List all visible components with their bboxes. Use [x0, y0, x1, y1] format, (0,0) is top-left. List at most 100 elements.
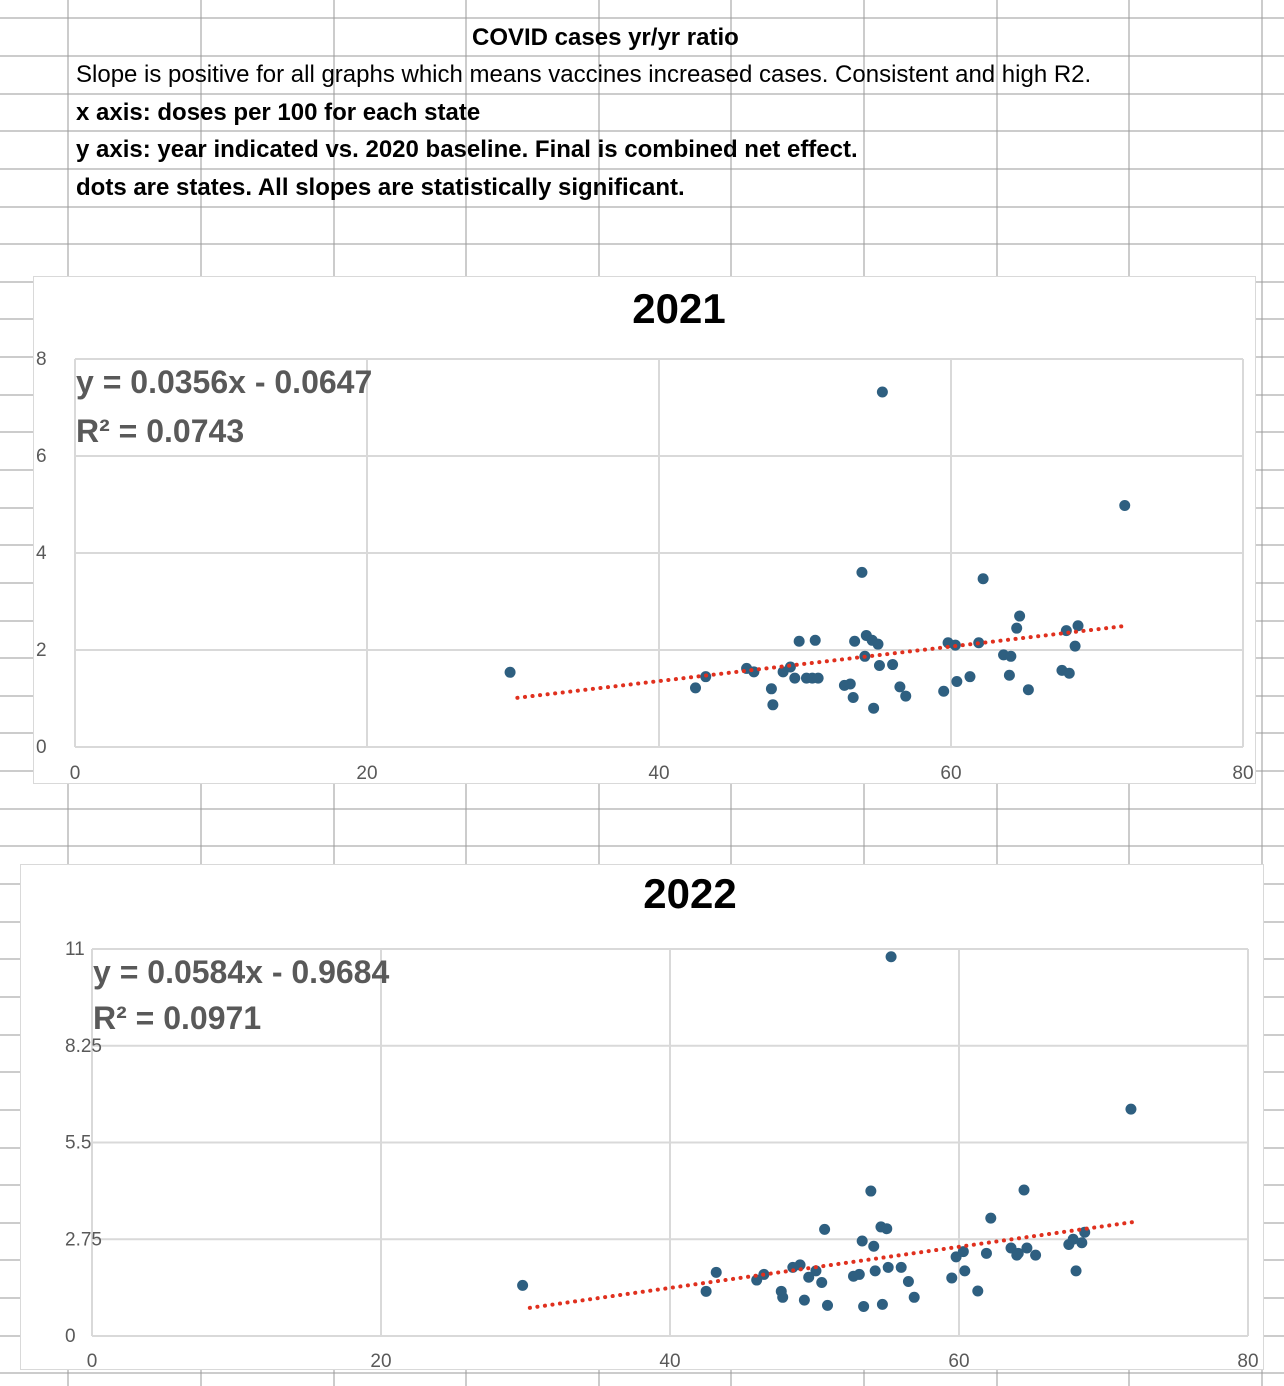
chart-2022-data-point: [980, 1247, 992, 1259]
chart-2021-data-point: [1003, 669, 1015, 681]
chart-2021-data-point: [1014, 610, 1026, 622]
chart-2021-y-tick-label: 0: [36, 737, 47, 758]
chart-2022-r-squared: R² = 0.0971: [93, 1000, 261, 1036]
chart-2022-data-point: [1030, 1249, 1042, 1261]
chart-2022-y-tick-label: 5.5: [65, 1133, 91, 1154]
chart-2022-data-point: [803, 1271, 815, 1283]
chart-2022-x-tick-label: 80: [1237, 1351, 1258, 1371]
chart-2021-data-point: [504, 666, 516, 678]
chart-2022-trendline-equation: y = 0.0584x - 0.9684: [93, 954, 389, 990]
chart-2022-y-tick-label: 8.25: [65, 1036, 102, 1057]
note-x-axis: x axis: doses per 100 for each state: [76, 99, 481, 126]
chart-2022-data-point: [869, 1265, 881, 1277]
chart-2021-plot: 2021 0 20 40 60 80 0 2 4 6 8 y = 0.0356x - 0.0647 R²…: [36, 285, 1254, 784]
chart-2022-data-point: [1070, 1265, 1082, 1277]
chart-2022-plot: 2022 0 20 40 60 80 0 2.75 5.5 8.25 11 y = 0.0584x -…: [65, 870, 1259, 1371]
chart-2021-trendline-equation: y = 0.0356x - 0.0647: [76, 364, 372, 400]
chart-2022-x-tick-label: 60: [948, 1351, 969, 1371]
chart-2021-data-point: [767, 699, 779, 711]
chart-2021-data-point: [894, 681, 906, 693]
chart-2022-data-point: [1125, 1103, 1137, 1115]
chart-2021-data-point: [809, 634, 821, 646]
sheet-title: COVID cases yr/yr ratio: [472, 24, 739, 51]
chart-2021-y-tick-label: 4: [36, 543, 47, 564]
chart-2022-data-point: [1018, 1184, 1030, 1196]
chart-2022-data-point: [865, 1185, 877, 1197]
chart-2021-r-squared: R² = 0.0743: [76, 413, 244, 449]
chart-2021-y-tick-label: 2: [36, 640, 47, 661]
chart-2021-data-point: [868, 702, 880, 714]
chart-2021-data-point: [876, 386, 888, 398]
chart-2022-title: 2022: [643, 870, 736, 917]
chart-2021-data-point: [872, 638, 884, 650]
chart-2022-data-point: [822, 1299, 834, 1311]
chart-2022-data-point: [1012, 1247, 1024, 1259]
chart-2021-data-point: [793, 635, 805, 647]
chart-2022-y-tick-label: 0: [65, 1326, 76, 1347]
chart-2021-data-point: [1022, 684, 1034, 696]
chart-2021-data-point: [887, 659, 899, 671]
chart-2022-data-point: [895, 1261, 907, 1273]
chart-2021-data-point: [1069, 640, 1081, 652]
chart-2021-data-point: [1063, 667, 1075, 679]
chart-2021-data-point: [873, 660, 885, 672]
chart-2021-data-point: [844, 678, 856, 690]
chart-2021-x-tick-label: 40: [648, 763, 669, 784]
chart-2022-trendline: [527, 1220, 1135, 1310]
chart-2021-y-tick-label: 6: [36, 446, 47, 467]
chart-2021-data-point: [964, 671, 976, 683]
chart-2022-data-point: [853, 1268, 865, 1280]
chart-2022-data-point: [1076, 1237, 1088, 1249]
chart-2021-x-tick-label: 20: [356, 763, 377, 784]
chart-2021-data-point: [1072, 620, 1084, 632]
chart-2022-data-point: [1067, 1233, 1079, 1245]
chart-2022-y-tick-label: 11: [65, 939, 85, 960]
chart-2022-data-point: [810, 1265, 822, 1277]
chart-2022-data-point: [876, 1298, 888, 1310]
chart-2021-data-point: [849, 635, 861, 647]
chart-2022-data-point: [1021, 1242, 1033, 1254]
chart-2022-x-tick-label: 0: [87, 1351, 98, 1371]
chart-2021-data-point: [1011, 622, 1023, 634]
chart-2021-x-tick-label: 60: [940, 763, 961, 784]
chart-2022-data-point: [946, 1272, 958, 1284]
chart-2021-data-point: [1119, 499, 1131, 511]
chart-2021-data-point: [900, 690, 912, 702]
chart-2021-y-tick-label: 8: [36, 349, 47, 370]
chart-2021-data-point: [789, 672, 801, 684]
chart-2022-data-point: [868, 1240, 880, 1252]
chart-2021-title: 2021: [632, 285, 725, 332]
chart-2022-data-point: [957, 1246, 969, 1258]
note-slope: Slope is positive for all graphs which m…: [76, 61, 1092, 88]
chart-2021-data-point: [847, 692, 859, 704]
chart-2021-data-point: [856, 566, 868, 578]
note-dots: dots are states. All slopes are statisti…: [76, 174, 685, 201]
chart-2022-data-point: [798, 1294, 810, 1306]
chart-2022-x-tick-label: 40: [659, 1351, 680, 1371]
chart-2022-data-point: [517, 1279, 529, 1291]
chart-2022-data-point: [902, 1275, 914, 1287]
chart-2022-data-point: [858, 1300, 870, 1312]
chart-2022-data-point: [816, 1277, 828, 1289]
note-y-axis: y axis: year indicated vs. 2020 baseline…: [76, 136, 858, 163]
chart-2022-data-point: [710, 1266, 722, 1278]
chart-2022-data-point: [856, 1235, 868, 1247]
chart-2021-data-point: [951, 676, 963, 688]
chart-2022-y-tick-label: 2.75: [65, 1229, 102, 1250]
chart-2021-data-point: [765, 683, 777, 695]
chart-2022-data-point: [881, 1223, 893, 1235]
chart-2022-data-point: [908, 1291, 920, 1303]
chart-2021-x-tick-label: 0: [70, 763, 81, 784]
chart-2022[interactable]: 2022 0 20 40 60 80 0 2.75 5.5 8.25 11 y = 0.0584x -…: [20, 864, 1264, 1371]
chart-2021-data-point: [938, 685, 950, 697]
chart-2021-trendline: [515, 623, 1129, 700]
chart-2022-data-point: [882, 1261, 894, 1273]
chart-2022-data-point: [700, 1285, 712, 1297]
chart-2021-data-point: [690, 682, 701, 694]
chart-2021[interactable]: 2021 0 20 40 60 80 0 2 4 6 8 y = 0.0356x - 0.0647 R²…: [33, 276, 1256, 784]
chart-2021-data-point: [977, 573, 989, 585]
chart-2022-data-point: [959, 1265, 971, 1277]
chart-2021-x-tick-label: 80: [1232, 763, 1253, 784]
chart-2022-x-tick-label: 20: [370, 1351, 391, 1371]
chart-2021-data-point: [812, 672, 824, 684]
